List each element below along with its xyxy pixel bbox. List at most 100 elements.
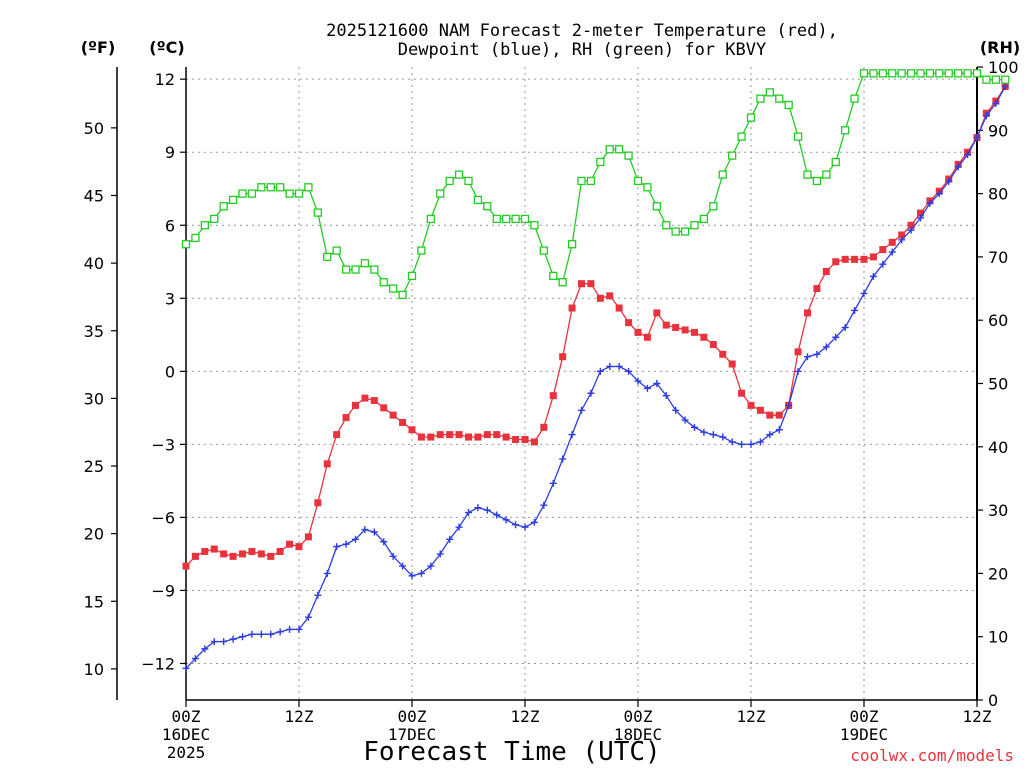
dewpoint-point xyxy=(982,112,990,120)
dewpoint-point xyxy=(436,550,444,558)
rh-point xyxy=(238,189,247,198)
dewpoint-point xyxy=(380,538,388,546)
dewpoint-point xyxy=(954,163,962,171)
dewpoint-point xyxy=(851,306,859,314)
rh-point xyxy=(822,170,831,179)
fahrenheit-tick-label: 15 xyxy=(84,592,104,611)
dewpoint-point xyxy=(794,367,802,375)
dewpoint-point xyxy=(917,214,924,222)
dewpoint-point xyxy=(578,406,585,414)
dewpoint-point xyxy=(992,100,1000,108)
temperature-point xyxy=(323,460,331,468)
rh-point xyxy=(991,75,1000,84)
rh-point xyxy=(210,214,219,224)
temperature-point xyxy=(540,423,548,431)
temperature-point xyxy=(691,328,698,336)
fahrenheit-tick-label: 25 xyxy=(84,457,104,476)
temperature-point xyxy=(417,433,425,441)
x-tick-label: 00Z xyxy=(850,707,879,726)
temperature-point xyxy=(210,545,218,553)
rh-point xyxy=(954,69,963,78)
temperature-point xyxy=(615,304,623,312)
dewpoint-point xyxy=(389,552,397,560)
temperature-point xyxy=(502,433,510,441)
dewpoint-point xyxy=(775,426,783,434)
dewpoint-point xyxy=(427,562,435,570)
temperature-point xyxy=(728,360,736,368)
rh-point xyxy=(690,221,699,230)
rh-point xyxy=(662,221,671,230)
rh-tick-label: 10 xyxy=(988,628,1008,647)
temperature-point xyxy=(446,431,454,439)
temperature-point xyxy=(201,547,209,555)
temperature-point xyxy=(427,433,435,441)
rh-point xyxy=(605,145,614,154)
rh-point xyxy=(539,246,548,255)
rh-point xyxy=(841,126,850,135)
rh-point xyxy=(492,214,501,224)
temperature-point xyxy=(832,258,840,266)
rh-point xyxy=(831,157,840,167)
temperature-point xyxy=(493,431,501,439)
dewpoint-point xyxy=(408,572,416,580)
temperature-point xyxy=(662,321,670,329)
dewpoint-point xyxy=(483,506,491,514)
temperature-point xyxy=(389,411,397,419)
dewpoint-point xyxy=(568,431,576,439)
dewpoint-point xyxy=(785,401,793,409)
credit-text: coolwx.com/models xyxy=(850,746,1014,765)
rh-point xyxy=(680,227,690,236)
rh-point xyxy=(567,240,577,249)
temperature-point xyxy=(380,404,388,412)
rh-point xyxy=(247,189,257,198)
temperature-point xyxy=(851,255,859,263)
dewpoint-point xyxy=(879,260,887,268)
dewpoint-point xyxy=(352,535,359,543)
dewpoint-point xyxy=(239,633,246,641)
temperature-point xyxy=(681,326,689,334)
dewpoint-point xyxy=(229,635,237,643)
temperature-point xyxy=(483,431,491,439)
fahrenheit-unit-label: (ºF) xyxy=(81,38,116,57)
dewpoint-point xyxy=(643,384,651,392)
rh-point xyxy=(756,94,765,103)
celsius-tick-label: 12 xyxy=(155,70,175,89)
dewpoint-point xyxy=(182,664,190,672)
temperature-point xyxy=(333,431,341,439)
dewpoint-point xyxy=(446,535,454,543)
dewpoint-point xyxy=(521,523,529,531)
rh-point xyxy=(633,176,643,186)
x-axis-label: Forecast Time (UTC) xyxy=(363,737,660,767)
x-tick-label: 16DEC xyxy=(162,725,210,744)
dewpoint-point xyxy=(474,504,482,512)
dewpoint-point xyxy=(596,367,604,375)
dewpoint-point xyxy=(945,177,953,185)
dewpoint-point xyxy=(832,333,840,341)
rh-tick-label: 50 xyxy=(988,375,1008,394)
tick-labels: 129630−3−6−9−125045403530252015101009080… xyxy=(84,58,1019,762)
x-tick-label: 2025 xyxy=(167,743,206,762)
rh-point xyxy=(549,271,558,281)
rh-tick-label: 60 xyxy=(988,311,1008,330)
rh-point xyxy=(473,195,483,205)
rh-series xyxy=(181,69,1010,300)
celsius-tick-label: −9 xyxy=(151,581,175,600)
rh-point xyxy=(586,176,596,186)
dewpoint-point xyxy=(267,630,275,638)
rh-point xyxy=(417,246,426,255)
dewpoint-point xyxy=(964,151,972,159)
temperature-point xyxy=(276,547,284,555)
dewpoint-point xyxy=(700,428,708,436)
temperature-point xyxy=(766,411,774,419)
temperature-point xyxy=(879,246,887,254)
temperature-point xyxy=(898,231,906,239)
rh-point xyxy=(360,259,370,268)
x-tick-label: 00Z xyxy=(624,707,653,726)
dewpoint-point xyxy=(719,433,727,441)
rh-point xyxy=(530,221,539,230)
rh-point xyxy=(699,214,709,224)
celsius-tick-label: 3 xyxy=(165,289,175,308)
dewpoint-point xyxy=(399,562,407,570)
rh-point xyxy=(370,265,379,274)
